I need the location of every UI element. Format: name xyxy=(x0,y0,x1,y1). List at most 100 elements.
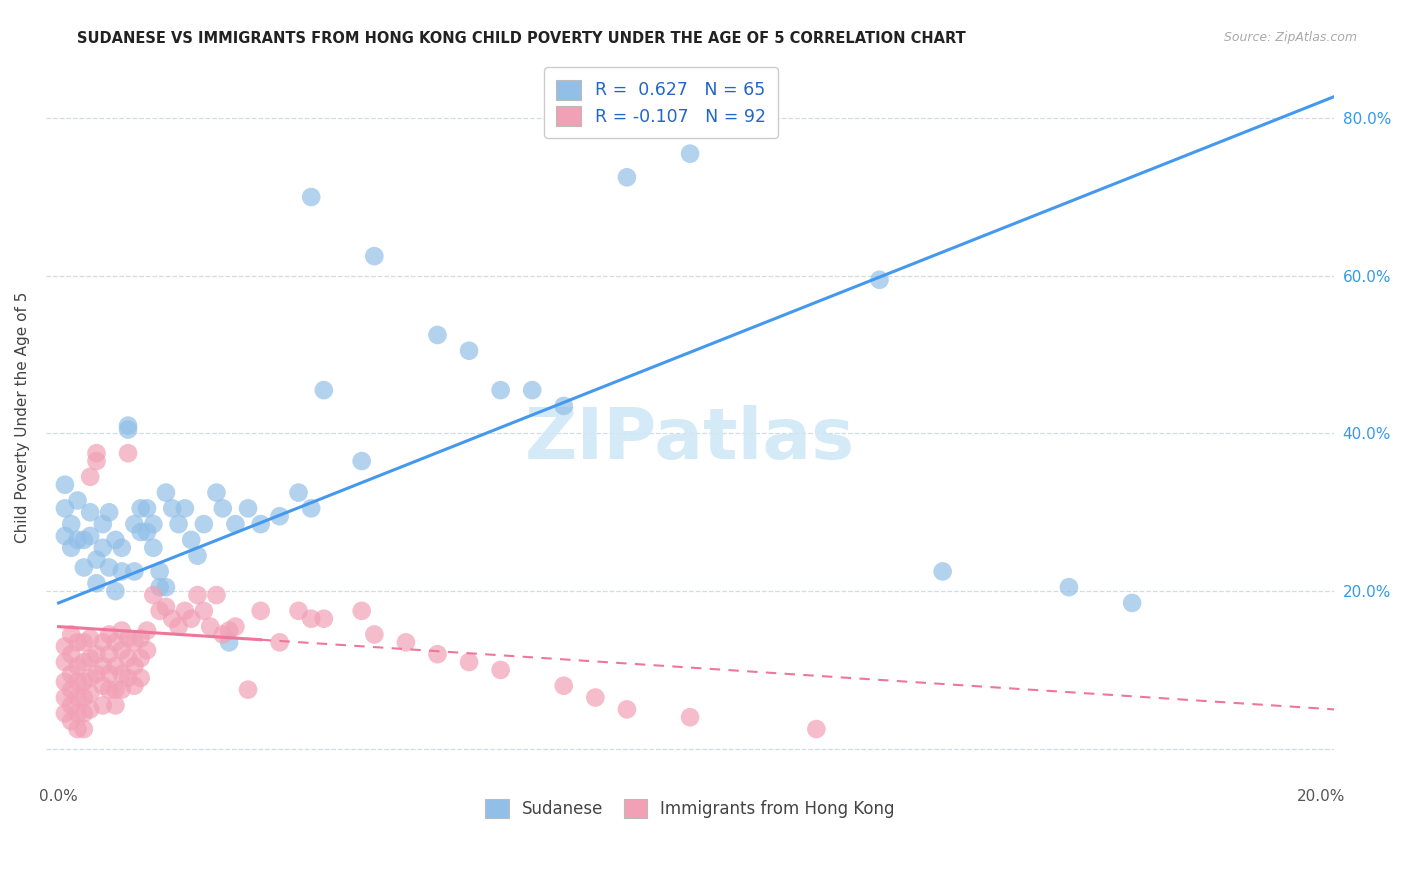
Point xyxy=(73,706,96,721)
Point xyxy=(60,714,83,729)
Point xyxy=(79,687,101,701)
Point xyxy=(616,170,638,185)
Point xyxy=(806,722,828,736)
Point xyxy=(111,624,134,638)
Point xyxy=(287,604,309,618)
Point xyxy=(91,541,114,555)
Point xyxy=(53,477,76,491)
Point xyxy=(98,560,121,574)
Point xyxy=(79,505,101,519)
Point xyxy=(299,501,322,516)
Point xyxy=(60,517,83,532)
Point xyxy=(91,698,114,713)
Point xyxy=(236,501,259,516)
Point xyxy=(60,682,83,697)
Point xyxy=(458,655,481,669)
Point xyxy=(205,485,228,500)
Point xyxy=(79,702,101,716)
Point xyxy=(98,627,121,641)
Legend: Sudanese, Immigrants from Hong Kong: Sudanese, Immigrants from Hong Kong xyxy=(477,790,903,826)
Point xyxy=(142,541,165,555)
Point xyxy=(129,524,152,539)
Point xyxy=(66,493,89,508)
Point xyxy=(73,533,96,547)
Point xyxy=(73,722,96,736)
Point xyxy=(73,560,96,574)
Point xyxy=(869,273,891,287)
Point xyxy=(66,659,89,673)
Point xyxy=(395,635,418,649)
Point xyxy=(117,671,139,685)
Point xyxy=(91,679,114,693)
Point xyxy=(149,565,172,579)
Point xyxy=(79,470,101,484)
Point xyxy=(53,690,76,705)
Point xyxy=(350,604,373,618)
Point xyxy=(86,454,108,468)
Point xyxy=(458,343,481,358)
Point xyxy=(1121,596,1143,610)
Point xyxy=(312,612,335,626)
Point xyxy=(73,690,96,705)
Point xyxy=(363,627,385,641)
Point xyxy=(205,588,228,602)
Text: Source: ZipAtlas.com: Source: ZipAtlas.com xyxy=(1223,31,1357,45)
Point xyxy=(363,249,385,263)
Point xyxy=(86,666,108,681)
Point xyxy=(583,690,606,705)
Point xyxy=(426,647,449,661)
Point xyxy=(60,698,83,713)
Point xyxy=(53,501,76,516)
Point xyxy=(299,190,322,204)
Point xyxy=(86,552,108,566)
Point xyxy=(679,710,702,724)
Point xyxy=(53,529,76,543)
Point xyxy=(167,517,190,532)
Point xyxy=(86,576,108,591)
Point xyxy=(426,328,449,343)
Point xyxy=(162,612,184,626)
Point xyxy=(312,383,335,397)
Point xyxy=(86,446,108,460)
Point xyxy=(79,632,101,646)
Point xyxy=(73,674,96,689)
Point xyxy=(167,619,190,633)
Point xyxy=(149,604,172,618)
Point xyxy=(236,682,259,697)
Point xyxy=(66,722,89,736)
Point xyxy=(124,659,146,673)
Point xyxy=(218,624,240,638)
Point xyxy=(66,674,89,689)
Point xyxy=(149,580,172,594)
Point xyxy=(111,541,134,555)
Point xyxy=(53,640,76,654)
Point xyxy=(299,612,322,626)
Point xyxy=(86,647,108,661)
Point xyxy=(249,517,271,532)
Point xyxy=(616,702,638,716)
Point xyxy=(142,588,165,602)
Point xyxy=(66,690,89,705)
Point xyxy=(180,612,202,626)
Point xyxy=(180,533,202,547)
Point xyxy=(66,533,89,547)
Point xyxy=(269,509,291,524)
Point xyxy=(129,651,152,665)
Point xyxy=(198,619,221,633)
Point xyxy=(162,501,184,516)
Point xyxy=(155,599,177,614)
Point xyxy=(73,655,96,669)
Point xyxy=(522,383,544,397)
Point xyxy=(124,517,146,532)
Point xyxy=(553,679,575,693)
Point xyxy=(174,501,197,516)
Point xyxy=(98,505,121,519)
Point xyxy=(53,655,76,669)
Point xyxy=(224,619,246,633)
Point xyxy=(211,501,233,516)
Point xyxy=(60,627,83,641)
Point xyxy=(136,524,159,539)
Point xyxy=(124,565,146,579)
Point xyxy=(553,399,575,413)
Point xyxy=(111,565,134,579)
